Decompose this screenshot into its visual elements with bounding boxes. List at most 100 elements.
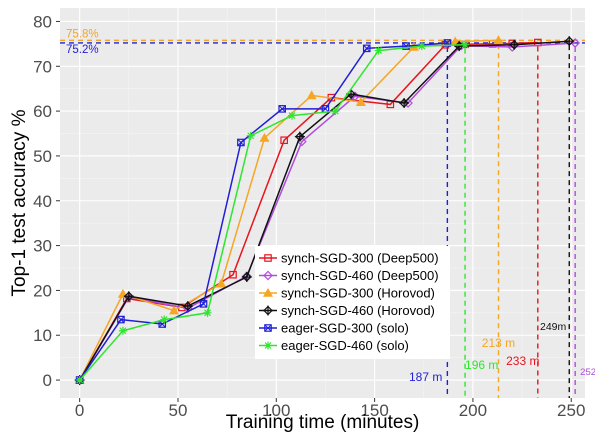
legend: synch-SGD-300 (Deep500) synch-SGD-460 (De… bbox=[255, 246, 450, 359]
data-point bbox=[259, 132, 270, 142]
marker-square bbox=[402, 42, 410, 50]
legend-item: synch-SGD-300 (Deep500) bbox=[259, 251, 439, 266]
y-tick-label: 80 bbox=[33, 12, 52, 31]
data-point bbox=[262, 287, 274, 297]
marker-triangle bbox=[259, 132, 270, 142]
data-point bbox=[241, 271, 252, 282]
data-point bbox=[160, 315, 169, 324]
data-point bbox=[461, 40, 470, 49]
end-time-label: 196 m bbox=[465, 358, 498, 372]
data-point bbox=[216, 278, 227, 288]
legend-label: eager-SGD-460 (solo) bbox=[281, 338, 409, 353]
marker-cross bbox=[363, 44, 371, 52]
legend-item: synch-SGD-460 (Deep500) bbox=[259, 268, 439, 283]
x-tick-label: 250 bbox=[557, 401, 585, 420]
marker-triangle bbox=[169, 305, 180, 315]
marker-square bbox=[237, 138, 245, 147]
end-time-label: 187 m bbox=[409, 370, 442, 384]
legend-label: synch-SGD-300 (Deep500) bbox=[281, 251, 439, 266]
data-point bbox=[493, 35, 504, 45]
end-time-label: 252 m bbox=[580, 367, 595, 378]
legend-label: synch-SGD-460 (Horovod) bbox=[281, 303, 435, 318]
data-point bbox=[264, 254, 272, 262]
marker-triangle bbox=[262, 287, 274, 297]
data-point bbox=[199, 300, 208, 308]
marker-square bbox=[199, 300, 208, 308]
marker-star bbox=[75, 376, 84, 385]
y-tick-label: 40 bbox=[33, 192, 52, 211]
marker-star bbox=[288, 111, 297, 120]
x-axis-label: Training time (minutes) bbox=[226, 412, 420, 432]
series-line bbox=[79, 40, 570, 381]
marker-triangle bbox=[493, 35, 504, 45]
series-group bbox=[74, 36, 575, 386]
legend-item: synch-SGD-300 (Horovod) bbox=[259, 286, 435, 301]
data-point bbox=[182, 301, 193, 312]
marker-star bbox=[118, 326, 127, 335]
marker-cross bbox=[264, 324, 272, 332]
x-tick-label: 0 bbox=[75, 401, 84, 420]
x-tick-label: 100 bbox=[262, 401, 290, 420]
marker-triangle bbox=[216, 278, 227, 288]
marker-cross bbox=[117, 315, 125, 324]
reference-line-label: 75.8% bbox=[66, 28, 99, 40]
legend-box bbox=[255, 246, 450, 359]
y-tick-label: 10 bbox=[33, 326, 52, 345]
end-time-label: 249m bbox=[540, 321, 567, 333]
y-tick-label: 0 bbox=[43, 371, 52, 390]
data-point bbox=[355, 97, 366, 106]
y-tick-label: 20 bbox=[33, 281, 52, 300]
marker-star bbox=[160, 315, 169, 324]
marker-cross bbox=[237, 138, 245, 147]
end-time-label: 213 m bbox=[482, 336, 515, 350]
legend-label: eager-SGD-300 (solo) bbox=[281, 321, 409, 336]
marker-triangle bbox=[355, 97, 366, 106]
data-point bbox=[280, 136, 288, 145]
marker-star bbox=[417, 42, 426, 51]
series-group bbox=[75, 40, 470, 385]
marker-square bbox=[278, 105, 286, 113]
marker-triangle bbox=[306, 90, 317, 100]
legend-item: eager-SGD-460 (solo) bbox=[259, 338, 409, 353]
marker-square bbox=[264, 254, 272, 262]
marker-star bbox=[264, 341, 272, 350]
marker-cross bbox=[199, 300, 208, 308]
data-point bbox=[509, 39, 520, 50]
data-point bbox=[75, 376, 84, 385]
marker-diamond bbox=[263, 270, 273, 281]
data-point bbox=[399, 98, 410, 109]
marker-square bbox=[280, 136, 288, 145]
marker-square bbox=[443, 39, 452, 47]
marker-diamond bbox=[507, 42, 518, 52]
legend-label: synch-SGD-460 (Deep500) bbox=[281, 268, 439, 283]
marker-cross bbox=[294, 131, 305, 142]
data-point bbox=[331, 107, 340, 116]
x-tick-label: 150 bbox=[360, 401, 388, 420]
data-point bbox=[264, 341, 272, 350]
marker-square bbox=[117, 315, 125, 324]
data-point bbox=[123, 291, 134, 302]
series-line bbox=[79, 42, 448, 381]
series-line bbox=[79, 44, 466, 381]
series-line bbox=[79, 42, 576, 381]
legend-label: synch-SGD-300 (Horovod) bbox=[281, 286, 435, 301]
data-point bbox=[294, 131, 305, 142]
y-tick-label: 30 bbox=[33, 237, 52, 256]
marker-cross bbox=[278, 105, 286, 113]
data-point bbox=[263, 305, 273, 316]
x-tick-label: 50 bbox=[169, 401, 188, 420]
data-point bbox=[117, 315, 125, 324]
legend-item: synch-SGD-460 (Horovod) bbox=[259, 303, 435, 318]
marker-star bbox=[203, 308, 212, 317]
data-point bbox=[169, 305, 180, 315]
data-point bbox=[229, 270, 237, 279]
marker-square bbox=[362, 44, 371, 53]
marker-star bbox=[461, 40, 470, 49]
data-point bbox=[203, 308, 212, 317]
data-point bbox=[264, 324, 272, 332]
marker-star bbox=[374, 46, 383, 55]
y-axis-label: Top-1 test accuracy % bbox=[9, 109, 30, 296]
data-point bbox=[278, 105, 286, 113]
marker-cross bbox=[509, 39, 520, 50]
